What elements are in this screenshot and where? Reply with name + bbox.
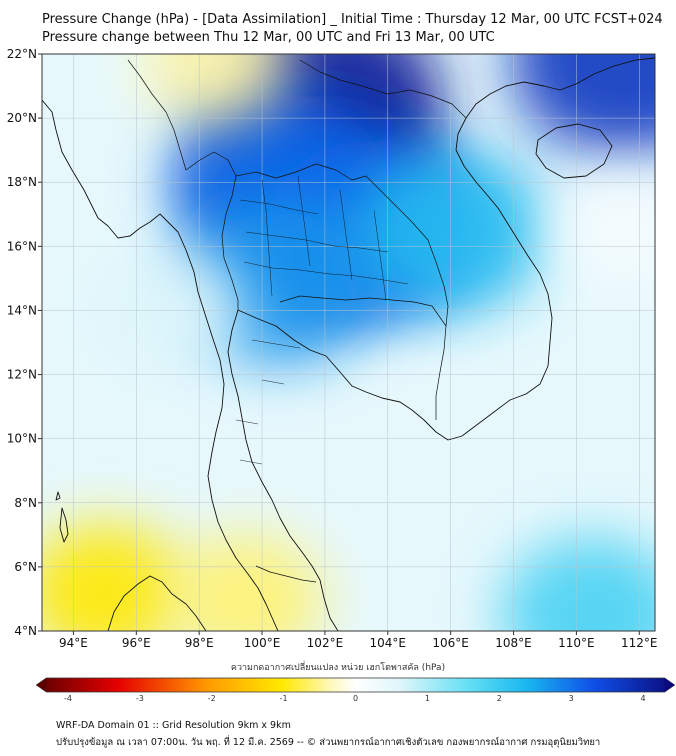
- lon-tick-label: 108°E: [495, 636, 532, 650]
- border-myanmar-china: [127, 59, 187, 171]
- model-info: WRF-DA Domain 01 :: Grid Resolution 9km …: [56, 720, 291, 731]
- pressure-field: [42, 54, 655, 631]
- lat-tick-label: 16°N: [7, 239, 37, 253]
- lon-tick-label: 98°E: [185, 636, 214, 650]
- colorbar-label: ความกดอากาศเปลี่ยนแปลง หน่วย เฮกโตพาสคัล…: [230, 663, 446, 673]
- colorbar-min-arrow: [36, 678, 47, 692]
- lat-tick-label: 20°N: [7, 111, 37, 125]
- border-laos: [235, 163, 449, 327]
- field-blob-9: [169, 533, 324, 631]
- map-title: Pressure Change (hPa) - [Data Assimilati…: [42, 12, 663, 27]
- colorbar-tick-label: 0: [353, 694, 358, 703]
- lon-tick-label: 106°E: [432, 636, 469, 650]
- colorbar-max-arrow: [664, 678, 675, 692]
- lon-tick-label: 94°E: [59, 636, 88, 650]
- lon-tick-label: 100°E: [244, 636, 281, 650]
- lat-tick-label: 8°N: [14, 496, 37, 510]
- border-myanmar-thailand: [185, 151, 239, 310]
- field-blob-12: [500, 537, 655, 631]
- lon-tick-label: 104°E: [370, 636, 407, 650]
- lon-tick-label: 102°E: [307, 636, 344, 650]
- colorbar-tick-label: 4: [640, 694, 645, 703]
- map-frame: [41, 53, 656, 632]
- border-thailand-cambodia: [279, 295, 447, 420]
- colorbar-tick-label: -4: [64, 694, 72, 703]
- border-thailand-malaysia: [255, 565, 317, 583]
- lon-tick-label: 96°E: [122, 636, 151, 650]
- border-china-vietnam: [299, 59, 467, 119]
- lat-tick-label: 18°N: [7, 175, 37, 189]
- field-blob-10: [140, 54, 290, 124]
- colorbar-tick-label: -1: [280, 694, 288, 703]
- lat-tick-label: 14°N: [7, 303, 37, 317]
- lat-tick-label: 6°N: [14, 560, 37, 574]
- lat-tick-label: 4°N: [14, 624, 37, 638]
- coastline-andaman: [42, 99, 279, 631]
- lon-tick-label: 112°E: [621, 636, 658, 650]
- lon-tick-label: 110°E: [558, 636, 595, 650]
- colorbar: -4 -3 -2 -1 0 1 2 3 4: [35, 677, 676, 703]
- map-axes: 94°E 96°E 98°E 100°E 102°E 104°E 106°E 108°E 110…: [7, 47, 658, 650]
- colorbar-tick-label: -2: [208, 694, 216, 703]
- coastlines-and-borders: [42, 57, 655, 631]
- colorbar-tick-label: -3: [136, 694, 144, 703]
- field-blob-11: [551, 168, 655, 292]
- colorbar-tick-label: 2: [497, 694, 502, 703]
- map-subtitle: Pressure change between Thu 12 Mar, 00 U…: [42, 30, 495, 45]
- graticule: [42, 54, 655, 631]
- colorbar-tick-label: 3: [569, 694, 574, 703]
- field-blob-6: [510, 54, 655, 157]
- coastline-gulf-east: [237, 57, 655, 441]
- colorbar-bar: [35, 677, 676, 693]
- provinces-thailand: [235, 175, 409, 465]
- hainan-island: [535, 123, 613, 179]
- coastline-sumatra: [107, 575, 207, 631]
- andaman-islands: [55, 491, 69, 543]
- colorbar-tick-label: 1: [425, 694, 430, 703]
- lat-tick-label: 10°N: [7, 432, 37, 446]
- credit-line: ปรับปรุงข้อมูล ณ เวลา 07:00น. วัน พฤ. ที…: [56, 737, 601, 748]
- lat-tick-label: 22°N: [7, 47, 37, 61]
- lat-tick-label: 12°N: [7, 368, 37, 382]
- coastline-gulf-west: [227, 309, 339, 631]
- field-blob-8: [42, 522, 187, 631]
